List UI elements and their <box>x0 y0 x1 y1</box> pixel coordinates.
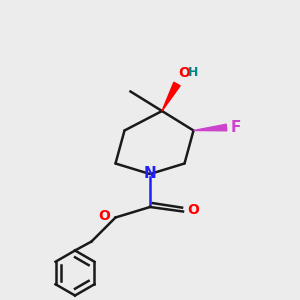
Text: O: O <box>178 66 190 80</box>
Text: H: H <box>188 66 198 79</box>
Polygon shape <box>194 124 227 131</box>
Text: O: O <box>188 203 200 217</box>
Text: F: F <box>231 120 242 135</box>
Text: N: N <box>144 167 156 182</box>
Text: O: O <box>98 209 110 223</box>
Polygon shape <box>162 82 180 111</box>
